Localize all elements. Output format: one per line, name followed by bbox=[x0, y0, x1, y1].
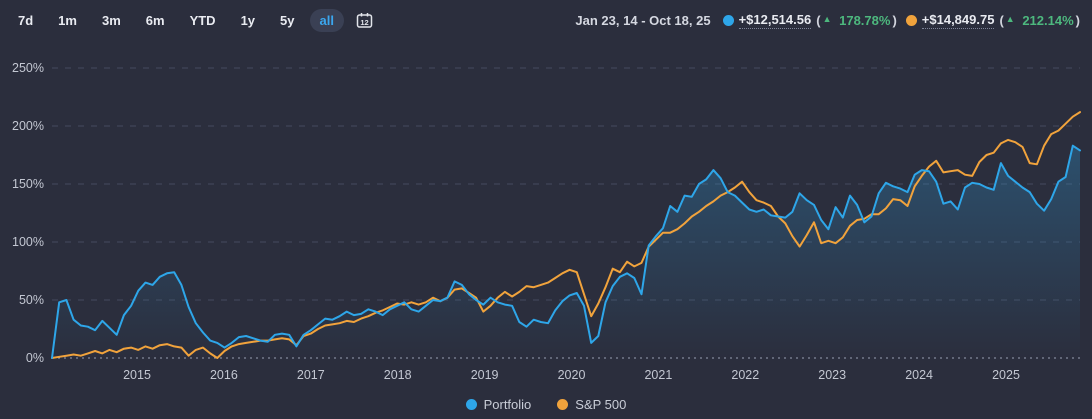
up-arrow-icon: ▲ bbox=[1005, 13, 1015, 24]
paren-close: ) bbox=[892, 12, 897, 28]
calendar-icon: 12 bbox=[356, 13, 373, 28]
y-axis-tick-label: 0% bbox=[26, 351, 44, 365]
paren-open: ( bbox=[999, 12, 1004, 28]
chart-toolbar: 7d 1m 3m 6m YTD 1y 5y all 12 Jan 23, 14 - Oct 1… bbox=[0, 0, 1092, 38]
paren-open: ( bbox=[816, 12, 821, 28]
range-button-7d[interactable]: 7d bbox=[8, 9, 43, 32]
svg-text:12: 12 bbox=[360, 18, 368, 27]
x-axis-tick-label: 2023 bbox=[818, 368, 846, 382]
legend-item-s-p-500[interactable]: S&P 500 bbox=[557, 397, 626, 412]
portfolio-gain-percent: 178.78% bbox=[839, 12, 891, 28]
legend-label: Portfolio bbox=[483, 397, 532, 412]
portfolio-gain-percent-group: ( ▲ 178.78% ) bbox=[816, 13, 897, 28]
x-axis-tick-label: 2017 bbox=[297, 368, 325, 382]
legend-label: S&P 500 bbox=[575, 397, 627, 412]
chart-area: 0% 50% 100% 150% 200% 250% 2015 2016 2017 2018 201… bbox=[0, 38, 1092, 390]
chart-legend: Portfolio S&P 500 bbox=[0, 390, 1092, 419]
range-button-ytd[interactable]: YTD bbox=[180, 9, 226, 32]
legend-dot-icon bbox=[557, 399, 569, 410]
sp500-dot-icon bbox=[905, 14, 917, 26]
y-axis-tick-label: 200% bbox=[12, 119, 44, 133]
sp500-gain-percent: 212.14% bbox=[1022, 12, 1074, 28]
x-axis-tick-label: 2021 bbox=[644, 368, 672, 382]
sp500-line[interactable] bbox=[51, 111, 1081, 359]
x-axis-tick-label: 2015 bbox=[123, 368, 151, 382]
paren-close: ) bbox=[1075, 12, 1080, 28]
performance-chart[interactable]: 0% 50% 100% 150% 200% 250% 2015 2016 2017 2018 201… bbox=[0, 38, 1092, 390]
time-range-selector: 7d 1m 3m 6m YTD 1y 5y all 12 bbox=[8, 8, 376, 32]
x-axis-tick-label: 2022 bbox=[731, 368, 759, 382]
legend-dot-icon bbox=[465, 399, 477, 410]
y-axis-tick-label: 250% bbox=[12, 61, 44, 75]
sp500-gain-percent-group: ( ▲ 212.14% ) bbox=[999, 13, 1080, 28]
sp500-gain-amount[interactable]: +$14,849.75 bbox=[921, 11, 995, 29]
portfolio-area-fill bbox=[52, 145, 1080, 358]
y-axis-tick-label: 50% bbox=[19, 293, 44, 307]
range-button-all[interactable]: all bbox=[309, 8, 344, 32]
x-axis-tick-label: 2018 bbox=[384, 368, 412, 382]
sp500-stat: +$14,849.75 ( ▲ 212.14% ) bbox=[905, 11, 1080, 29]
x-axis-tick-label: 2019 bbox=[471, 368, 499, 382]
x-axis-tick-label: 2024 bbox=[905, 368, 933, 382]
y-axis-tick-label: 100% bbox=[12, 235, 44, 249]
range-button-1m[interactable]: 1m bbox=[48, 9, 87, 32]
x-axis-tick-label: 2020 bbox=[558, 368, 586, 382]
performance-summary: Jan 23, 14 - Oct 18, 25 +$12,514.56 ( ▲ … bbox=[575, 12, 1080, 29]
portfolio-dot-icon bbox=[722, 14, 734, 26]
portfolio-stat: +$12,514.56 ( ▲ 178.78% ) bbox=[722, 11, 897, 29]
y-axis-tick-label: 150% bbox=[12, 177, 44, 191]
range-button-5y[interactable]: 5y bbox=[270, 9, 304, 32]
x-axis-tick-label: 2025 bbox=[992, 368, 1020, 382]
date-range-label: Jan 23, 14 - Oct 18, 25 bbox=[575, 12, 711, 28]
x-axis-tick-label: 2016 bbox=[210, 368, 238, 382]
custom-date-range-button[interactable]: 12 bbox=[353, 10, 376, 30]
legend-item-portfolio[interactable]: Portfolio bbox=[465, 397, 532, 412]
range-button-6m[interactable]: 6m bbox=[136, 9, 175, 32]
range-button-1y[interactable]: 1y bbox=[231, 9, 265, 32]
portfolio-gain-amount[interactable]: +$12,514.56 bbox=[738, 11, 812, 29]
portfolio-line[interactable] bbox=[51, 144, 1081, 359]
range-button-3m[interactable]: 3m bbox=[92, 9, 131, 32]
up-arrow-icon: ▲ bbox=[822, 13, 832, 24]
time-range-buttons: 7d 1m 3m 6m YTD 1y 5y all bbox=[8, 8, 344, 32]
